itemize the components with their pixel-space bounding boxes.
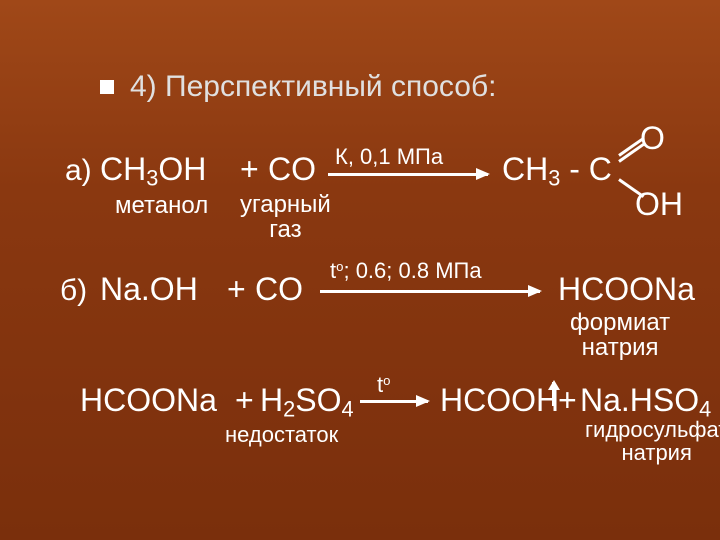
gas-up-arrow-icon (552, 382, 555, 406)
arrow-right-icon (328, 173, 488, 176)
equation-b: б) Na.OH + CO to; 0.6; 0.8 МПа HCOONa фо… (60, 246, 680, 336)
eq-c-reagent2: H2SO4 (260, 382, 354, 422)
label-deficit: недостаток (225, 422, 338, 448)
eq-b-conditions: to; 0.6; 0.8 МПа (330, 258, 482, 284)
label-carbon-monoxide: угарныйгаз (240, 192, 331, 242)
eq-c-conditions: to (377, 372, 390, 398)
eq-b-reagent1: Na.OH (100, 271, 198, 308)
plus-icon: + (558, 382, 577, 419)
label-hydrosulfate: гидросульфатнатрия (585, 418, 720, 464)
plus-icon: + (227, 271, 246, 308)
eq-a-reagent1: CH3OH (100, 151, 206, 191)
label-methanol: метанол (115, 192, 208, 220)
eq-b-product: HCOONa (558, 271, 695, 308)
slide-title: 4) Перспективный способ: (130, 70, 496, 104)
eq-c-product1: HCOOH (440, 382, 559, 419)
eq-b-reagent2: CO (255, 271, 303, 308)
eq-b-label: б) (60, 274, 87, 308)
equation-c: HCOONa + H2SO4 to HCOOH + Na.HSO4 недост… (60, 360, 680, 460)
plus-icon: + (240, 151, 259, 188)
eq-c-reagent1: HCOONa (80, 382, 217, 419)
eq-a-reagent2: CO (268, 151, 316, 188)
bullet-icon (100, 80, 114, 94)
arrow-right-icon (360, 400, 428, 403)
arrow-right-icon (320, 290, 540, 293)
equation-a: а) CH3OH + CO К, 0,1 МПа CH3 - C O OH ме… (60, 116, 680, 236)
chemistry-slide: 4) Перспективный способ: а) CH3OH + CO К… (0, 0, 720, 540)
eq-a-product-core: CH3 - C (502, 151, 612, 191)
label-formate: формиатнатрия (570, 310, 670, 360)
eq-a-oxygen: O (640, 120, 665, 157)
slide-title-row: 4) Перспективный способ: (100, 70, 680, 104)
eq-a-conditions: К, 0,1 МПа (335, 144, 443, 170)
plus-icon: + (235, 382, 254, 419)
eq-a-oh: OH (635, 186, 683, 223)
eq-a-label: а) (65, 154, 92, 188)
